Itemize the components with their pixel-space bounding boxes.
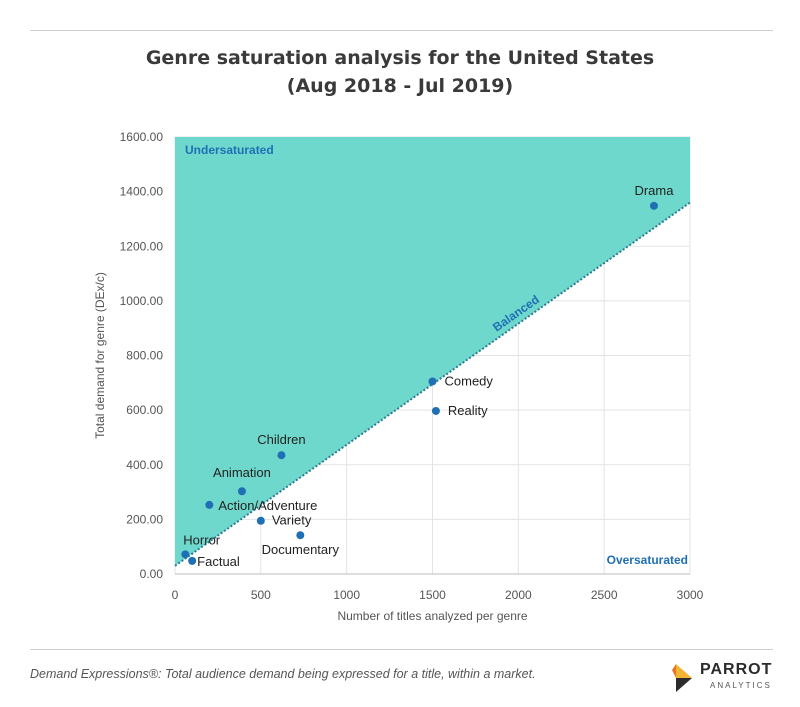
top-divider [30, 30, 773, 31]
point-label: Factual [197, 554, 240, 569]
point-label: Horror [183, 532, 221, 547]
data-point [277, 451, 286, 460]
point-label: Reality [448, 403, 488, 418]
logo-wordmark: PARROT [700, 661, 773, 678]
x-axis-label: Number of titles analyzed per genre [337, 609, 527, 623]
y-axis-label: Total demand for genre (DEx/c) [93, 272, 107, 439]
balanced-line [174, 201, 691, 567]
x-tick-label: 0 [172, 588, 179, 602]
oversaturated-label: Oversaturated [607, 553, 688, 567]
y-tick-label: 1400.00 [120, 185, 164, 199]
undersaturated-label: Undersaturated [185, 143, 274, 157]
y-tick-label: 200.00 [126, 512, 163, 526]
x-tick-label: 3000 [677, 588, 704, 602]
tick-labels: 0.00 200.00 400.00 600.00 800.00 1000.00 1200.… [120, 130, 704, 602]
x-tick-label: 1000 [333, 588, 360, 602]
data-point [649, 201, 658, 210]
parrot-analytics-logo: PARROT ANALYTICS [672, 660, 782, 696]
x-tick-label: 2500 [591, 588, 618, 602]
undersaturated-region [175, 137, 690, 566]
point-label: Children [257, 432, 305, 447]
y-tick-label: 400.00 [126, 458, 163, 472]
y-tick-label: 600.00 [126, 403, 163, 417]
point-label: Comedy [445, 373, 494, 388]
data-point [428, 377, 437, 386]
y-tick-label: 0.00 [140, 567, 164, 581]
bottom-divider [30, 649, 773, 650]
logo-subtitle: ANALYTICS [710, 681, 772, 690]
data-point [296, 531, 305, 540]
point-label: Animation [213, 465, 271, 480]
parrot-logo-icon [672, 664, 692, 692]
point-label: Drama [634, 183, 674, 198]
chart-title: Genre saturation analysis for the United… [0, 44, 800, 100]
data-point [237, 487, 246, 496]
y-tick-label: 800.00 [126, 349, 163, 363]
chart-title-line-2: (Aug 2018 - Jul 2019) [286, 75, 514, 97]
point-label: Variety [272, 513, 312, 528]
x-tick-label: 1500 [419, 588, 446, 602]
chart-title-line-1: Genre saturation analysis for the United… [145, 47, 655, 69]
footer-note: Demand Expressions®: Total audience dema… [30, 667, 536, 681]
data-point [205, 500, 214, 509]
data-point [181, 550, 190, 559]
x-tick-label: 500 [251, 588, 271, 602]
data-point [188, 556, 197, 565]
data-points: Drama Comedy Reality Children Animation Actio… [181, 183, 674, 569]
point-label: Documentary [262, 542, 340, 557]
data-point [431, 406, 440, 415]
x-tick-label: 2000 [505, 588, 532, 602]
y-tick-label: 1000.00 [120, 294, 164, 308]
y-tick-label: 1200.00 [120, 239, 164, 253]
scatter-chart: 0.00 200.00 400.00 600.00 800.00 1000.00 1200.… [93, 130, 704, 623]
y-tick-label: 1600.00 [120, 130, 164, 144]
point-label: Action/Adventure [218, 498, 317, 513]
data-point [256, 516, 265, 525]
